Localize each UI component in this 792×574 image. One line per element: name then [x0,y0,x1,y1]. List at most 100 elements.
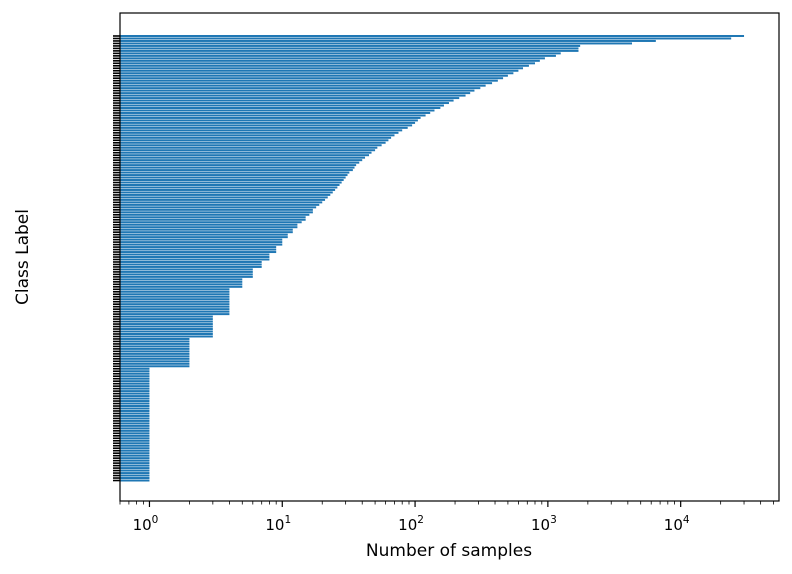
bar [120,256,270,259]
bar [120,154,370,157]
bar [120,335,213,338]
bar [120,414,150,417]
bar [120,437,150,440]
bar [120,203,320,206]
bar [120,191,333,194]
bar [120,409,150,412]
bar [120,472,150,475]
bar [120,211,313,214]
bar [120,464,150,467]
bar [120,64,529,67]
bar [120,407,150,410]
x-tick-label: 103 [531,514,557,534]
bar [120,233,288,236]
bar [120,218,306,221]
bar [120,270,253,273]
bar [120,422,150,425]
bar [120,285,243,288]
bar [120,360,190,363]
bar [120,357,190,360]
bar [120,377,150,380]
bar [120,79,498,82]
bar [120,99,454,102]
bar [120,231,293,234]
bar [120,119,418,122]
bar [120,328,213,331]
bar [120,47,579,50]
bar [120,365,190,368]
bar [120,444,150,447]
bar [120,139,389,142]
bar [120,77,504,80]
bar [120,243,283,246]
x-axis-title: Number of samples [366,541,532,561]
bar [120,94,466,97]
bar [120,159,363,162]
bar [120,295,230,298]
bar [120,201,323,204]
bar [120,459,150,462]
bar [120,84,486,87]
bar [120,156,366,159]
bar [120,355,190,358]
bar [120,184,340,186]
bar [120,405,150,408]
bar [120,69,519,72]
bar [120,62,535,65]
bar [120,469,150,472]
bar [120,141,386,144]
bar [120,146,378,149]
bar [120,263,262,266]
bar [120,310,230,313]
bar [120,402,150,405]
bar [120,52,561,55]
bar [120,447,150,450]
bar [120,303,230,306]
bar [120,412,150,415]
bar [120,241,283,244]
bar [120,258,270,261]
bar [120,124,413,127]
bar [120,89,475,92]
bar [120,253,270,256]
bar [120,315,213,318]
bar [120,320,213,323]
bar [120,49,579,52]
bar [120,293,230,296]
bar [120,169,353,172]
bar [120,477,150,480]
bar [120,417,150,420]
bar [120,54,556,57]
bar [120,434,150,437]
bar [120,342,190,345]
x-axis-ticks: 100 101 102 103 104 [119,501,774,534]
bar [120,318,213,321]
bar [120,44,581,47]
category-labels-layer [113,35,120,482]
bar [120,325,213,328]
bar [120,109,435,112]
bar [120,129,403,132]
bar [120,174,348,177]
bar [120,57,545,60]
plot-frame [119,12,780,502]
bar [120,176,346,179]
bar [120,166,355,169]
bar [120,308,230,311]
bar [120,432,150,435]
bar [120,278,243,281]
bar [120,161,360,164]
bar [120,382,150,385]
bar [120,188,336,191]
bar [120,193,331,196]
bar [120,221,302,224]
bar [120,479,150,482]
bar [120,427,150,430]
bar [120,260,262,263]
bar [120,424,150,427]
bar [120,74,508,77]
bar [120,347,190,350]
bar [120,39,656,42]
bar [120,323,213,326]
bar [120,104,444,107]
